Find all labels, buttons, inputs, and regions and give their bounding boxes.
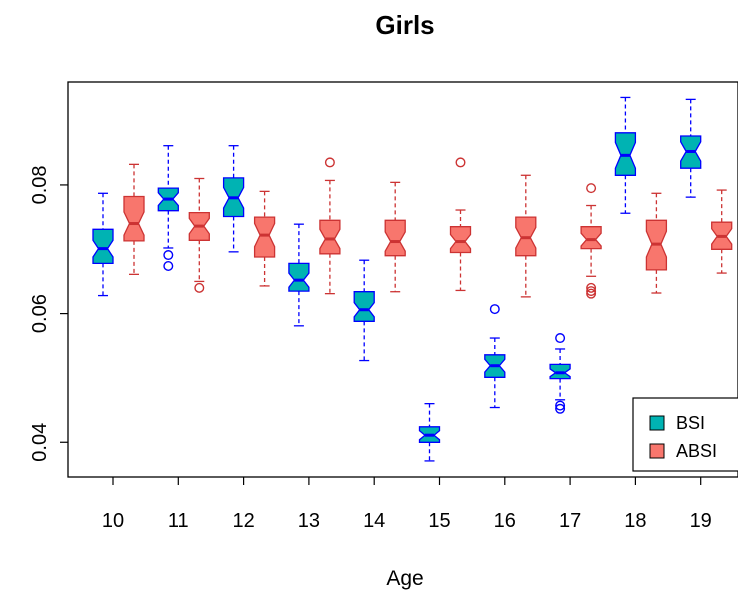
x-axis: 10 11 12 13 14 15 16 17 18 19 [102, 477, 712, 532]
chart-title: Girls [375, 10, 434, 40]
x-tick-label-4: 14 [363, 510, 385, 532]
box-bsi-13 [288, 223, 310, 327]
box-body [353, 291, 375, 322]
box-absi-19 [711, 189, 733, 274]
x-tick-label-6: 16 [494, 510, 516, 532]
box-bsi-18 [614, 96, 637, 214]
x-tick-label-2: 12 [232, 510, 254, 532]
box-absi-18 [645, 192, 668, 294]
box-bsi-15 [418, 403, 441, 462]
box-body [123, 195, 145, 242]
outlier-0 [489, 304, 500, 315]
legend-swatch-bsi [649, 415, 665, 431]
box-absi-17 [580, 183, 602, 299]
plot-frame [67, 81, 738, 478]
box-bsi-19 [680, 98, 702, 198]
x-tick-label-8: 18 [624, 510, 646, 532]
legend-swatch-absi [649, 443, 665, 459]
box-body [92, 228, 114, 265]
box-body [580, 226, 602, 250]
x-tick-label-0: 10 [102, 510, 124, 532]
box-absi-11 [188, 177, 210, 293]
box-bsi-10 [92, 192, 114, 297]
outlier-0 [455, 157, 466, 168]
outlier-0 [586, 183, 597, 194]
box-body [319, 219, 341, 255]
x-tick-label-5: 15 [428, 510, 450, 532]
box-body [288, 262, 310, 292]
outlier-1 [555, 400, 566, 411]
y-tick-label-0: 0.04 [29, 423, 51, 462]
box-absi-12 [253, 190, 276, 287]
box-body [384, 219, 406, 257]
box-absi-10 [123, 163, 145, 276]
legend-box [632, 397, 738, 472]
legend: BSI ABSI [632, 397, 738, 472]
y-tick-label-1: 0.06 [29, 294, 51, 333]
outlier-0 [163, 260, 174, 271]
x-tick-label-1: 11 [168, 510, 189, 532]
box-absi-14 [384, 181, 406, 293]
boxes-layer [92, 96, 733, 462]
outlier-1 [163, 250, 174, 261]
outlier-0 [324, 157, 335, 168]
box-bsi-12 [222, 145, 245, 253]
x-axis-label: Age [386, 567, 423, 590]
outlier-3 [586, 288, 597, 299]
outlier-2 [555, 403, 566, 414]
legend-label-absi: ABSI [676, 441, 717, 461]
x-tick-label-3: 13 [298, 510, 320, 532]
box-absi-13 [319, 157, 341, 295]
box-bsi-16 [484, 304, 506, 409]
outlier-0 [555, 333, 566, 344]
y-tick-label-2: 0.08 [29, 165, 51, 204]
box-absi-15 [449, 157, 472, 292]
x-tick-label-7: 17 [559, 510, 581, 532]
x-tick-label-9: 19 [690, 510, 712, 532]
outlier-2 [586, 286, 597, 297]
box-body [449, 226, 472, 254]
outlier-0 [194, 282, 205, 293]
box-absi-16 [515, 174, 537, 298]
box-body [253, 216, 276, 258]
outlier-1 [586, 282, 597, 293]
legend-label-bsi: BSI [676, 413, 705, 433]
box-bsi-17 [549, 333, 571, 414]
box-bsi-11 [157, 145, 179, 271]
y-axis: 0.04 0.06 0.08 [29, 165, 68, 462]
box-bsi-14 [353, 259, 375, 362]
